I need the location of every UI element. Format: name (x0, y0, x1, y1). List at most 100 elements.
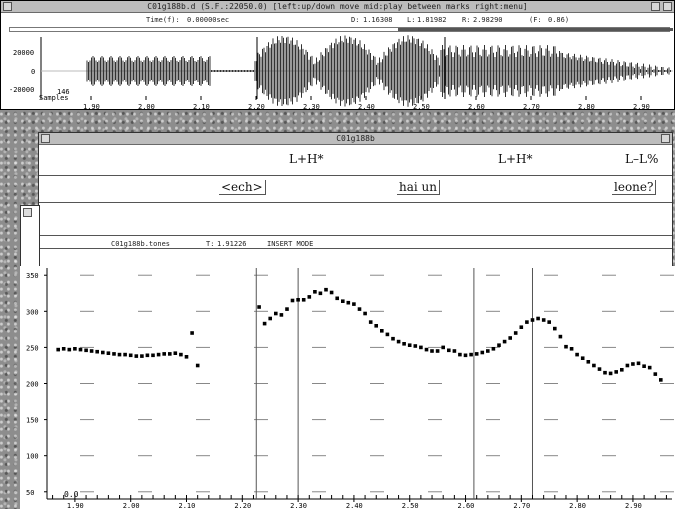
wave-x-tick-label: 2.60 (468, 103, 485, 111)
window-menu-icon[interactable] (23, 208, 32, 217)
pitch-point (620, 368, 624, 372)
wave-x-tick-label: 2.70 (523, 103, 540, 111)
pitch-point (179, 352, 183, 357)
status-file: C01g188b.tones (111, 240, 171, 248)
pitch-point (553, 326, 557, 331)
maximize-icon[interactable] (663, 2, 672, 11)
pitch-point (380, 329, 384, 333)
pitch-point (586, 360, 591, 364)
pitch-point (301, 298, 306, 302)
pitch-point (508, 336, 512, 340)
pitch-x-axis: 1.90 2.00 2.10 2.20 2.30 2.40 2.50 2.60 2.70 2.80… (52, 495, 667, 509)
pitch-plot[interactable]: 350 300 250 200 150 100 50 1.90 2.00 2.10 2.20 2.3… (20, 266, 675, 509)
tone-label[interactable]: L–L% (625, 152, 659, 166)
pitch-point (95, 349, 99, 354)
pitch-point (580, 356, 585, 360)
pitch-point (162, 352, 166, 356)
pitch-point (106, 351, 111, 355)
wave-x-tick-label: 2.30 (303, 103, 320, 111)
pitch-point (385, 332, 390, 337)
pitch-point (435, 349, 440, 353)
l-label: L: (407, 16, 416, 24)
scroll-overview-thumb[interactable] (398, 28, 673, 31)
pitch-point (407, 343, 412, 347)
pitch-point (497, 343, 501, 347)
scroll-overview-bar[interactable] (9, 27, 673, 32)
d-value: 1.16308 (363, 16, 393, 24)
r-label: R: (462, 16, 471, 24)
pitch-point (413, 344, 418, 348)
window-menu-icon[interactable] (41, 134, 50, 143)
pitch-point (363, 311, 367, 316)
waveform-title-bar[interactable]: C01g188b.d (S.F.:22050.0) [left:up/down … (1, 1, 674, 13)
wave-x-tick-label: 2.50 (413, 103, 430, 111)
empty-tier[interactable] (39, 204, 672, 236)
time-value: 0.00000sec (187, 16, 230, 24)
wave-x-tick-label: 2.80 (578, 103, 595, 111)
pitch-point (597, 367, 602, 371)
pitch-point (536, 316, 540, 321)
pitch-point (525, 320, 529, 324)
pitch-point (659, 378, 663, 382)
pitch-point (123, 352, 127, 357)
pitch-point (151, 353, 155, 358)
pitch-x-tick-label: 2.60 (458, 502, 475, 509)
pitch-point (352, 302, 356, 306)
wave-x-tick-label: 2.10 (193, 103, 210, 111)
word-label[interactable]: hai un (397, 180, 440, 195)
pitch-point (614, 370, 618, 374)
pitch-point (592, 363, 596, 368)
waveform-title: C01g188b.d (S.F.:22050.0) [left:up/down … (147, 2, 528, 11)
pitch-point (558, 334, 563, 339)
wave-x-tick-label: 1.90 (83, 103, 100, 111)
wave-x-tick-label: 2.40 (358, 103, 375, 111)
word-label[interactable]: <ech> (219, 180, 266, 195)
tone-label[interactable]: L+H* (498, 152, 533, 166)
pitch-point (73, 347, 77, 351)
wave-x-tick-label: 2.90 (633, 103, 650, 111)
pitch-point (268, 316, 272, 321)
waveform-plot[interactable]: 20000 0 -20000 Samples 146 1.90 2.00 2.10 2… (1, 33, 675, 111)
pitch-point (430, 349, 434, 353)
pitch-point (491, 347, 496, 351)
pitch-point (285, 307, 289, 311)
pitch-point (168, 352, 172, 356)
pitch-point (357, 307, 362, 311)
label-window-title: C01g188b (336, 134, 375, 143)
words-tier[interactable]: <ech> hai un leone? (39, 177, 672, 203)
pitch-point (480, 350, 485, 355)
f-value: 0.86) (548, 16, 570, 24)
pitch-y-tick-label: 200 (26, 381, 39, 389)
pitch-point (447, 348, 451, 353)
pitch-point (519, 325, 524, 329)
pitch-vertical-marks (255, 268, 533, 499)
maximize-icon[interactable] (661, 134, 670, 143)
pitch-x-tick-label: 1.90 (67, 502, 84, 509)
pitch-point (112, 352, 116, 356)
l-value: 1.81982 (417, 16, 447, 24)
pitch-point (84, 348, 88, 353)
pitch-point (513, 331, 518, 335)
word-label[interactable]: leone? (612, 180, 657, 195)
pitch-point (631, 362, 635, 366)
pitch-y-tick-label: 250 (26, 344, 39, 352)
pitch-x-tick-label: 2.00 (123, 502, 140, 509)
window-menu-icon[interactable] (3, 2, 12, 11)
pitch-x-tick-label: 2.10 (179, 502, 196, 509)
pitch-origin-label: 0.0 (64, 490, 79, 499)
tone-label[interactable]: L+H* (289, 152, 324, 166)
waveform-signal (86, 35, 671, 107)
pitch-point (156, 352, 161, 357)
pitch-point (374, 324, 378, 328)
samples-label: Samples (39, 94, 69, 102)
tones-tier[interactable]: L+H* L+H* L–L% (39, 146, 672, 176)
pitch-point (603, 370, 607, 375)
pitch-point (636, 361, 641, 366)
pitch-point (335, 296, 339, 301)
minimize-icon[interactable] (651, 2, 660, 11)
label-window-title-bar[interactable]: C01g188b (39, 133, 672, 145)
pitch-point (458, 352, 462, 357)
pitch-y-tick-label: 100 (26, 453, 39, 461)
label-status-bar: C01g188b.tones T: 1.91226 INSERT MODE (39, 237, 672, 249)
pitch-x-tick-label: 2.50 (402, 502, 419, 509)
